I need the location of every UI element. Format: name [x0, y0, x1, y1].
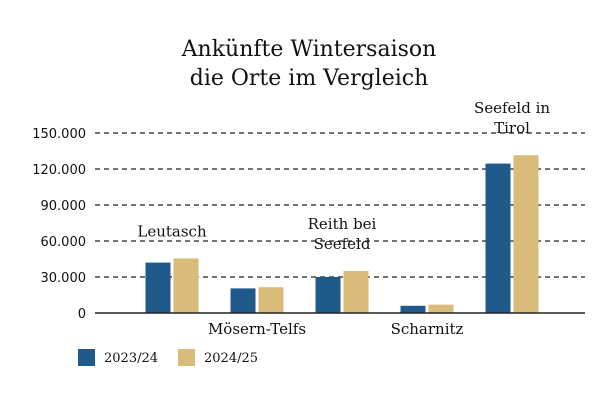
y-tick-label: 150.000: [32, 127, 86, 142]
bar-series-2: [173, 258, 199, 313]
category-label: Mösern-Telfs: [208, 320, 306, 338]
legend: 2023/24 2024/25: [78, 349, 258, 366]
legend-label: 2023/24: [104, 351, 158, 366]
y-tick-label: 60.000: [41, 235, 87, 250]
bar-series-1: [485, 163, 511, 313]
category-label: Scharnitz: [391, 320, 464, 338]
y-tick-label: 30.000: [41, 271, 87, 286]
bars: [145, 155, 539, 313]
chart-title-line-2: die Orte im Vergleich: [190, 66, 429, 91]
y-axis-ticks: 0 30.000 60.000 90.000 120.000 150.000: [32, 127, 86, 322]
legend-swatch: [178, 349, 195, 366]
category-label: Tirol: [494, 119, 530, 137]
legend-swatch: [78, 349, 95, 366]
grid-layer: [95, 132, 585, 278]
y-tick-label: 90.000: [41, 199, 87, 214]
y-tick-label: 120.000: [32, 163, 86, 178]
bar-series-1: [400, 305, 426, 313]
bar-series-2: [258, 287, 284, 313]
category-label: Seefeld in: [474, 99, 550, 117]
category-label: Reith bei: [308, 215, 377, 233]
bar-series-2: [343, 271, 369, 313]
bar-series-2: [428, 304, 454, 313]
bar-series-2: [513, 155, 539, 313]
bar-series-1: [145, 262, 171, 313]
bar-series-1: [315, 277, 341, 313]
legend-label: 2024/25: [204, 351, 258, 366]
chart-title-line-1: Ankünfte Wintersaison: [181, 37, 437, 62]
category-label: Leutasch: [137, 222, 207, 240]
category-label: Seefeld: [314, 235, 371, 253]
y-tick-label: 0: [78, 307, 86, 322]
category-labels: Leutasch Mösern-Telfs Reith bei Seefeld Scha…: [137, 99, 550, 338]
bar-series-1: [230, 288, 256, 313]
